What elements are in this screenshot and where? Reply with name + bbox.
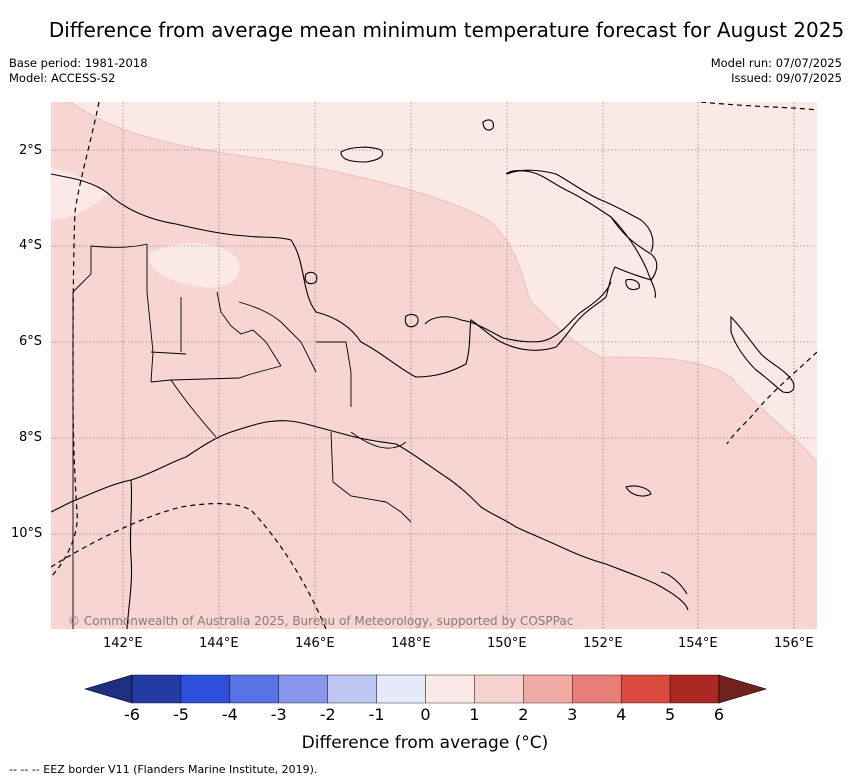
colorbar-tick-label: 5 [665,705,675,724]
colorbar-tick-label: 3 [567,705,577,724]
colorbar-tick-label: -1 [369,705,385,724]
colorbar-tick-label: -5 [173,705,189,724]
eez-border [51,102,817,629]
issued-date: Issued: 09/07/2025 [731,71,842,85]
anomaly-region-0-1-highlands [148,243,240,288]
lon-label: 152°E [583,636,623,651]
lat-label: 2°S [19,143,43,158]
colorbar-ticks: -6 -5 -4 -3 -2 -1 0 1 2 3 4 5 6 [124,705,724,724]
contour-line [70,102,817,463]
colorbar-tick-label: -3 [271,705,287,724]
colorbar-tick-label: 6 [714,705,724,724]
colorbar-swatch [474,674,524,704]
graticule [51,102,817,629]
colorbar-swatch [669,674,720,704]
colorbar: -6 -5 -4 -3 -2 -1 0 1 2 3 4 5 6 [83,674,768,724]
colorbar-swatch [278,674,328,704]
colorbar-title: Difference from average (°C) [301,733,549,753]
colorbar-tick-label: -2 [320,705,336,724]
lon-label: 146°E [295,636,335,651]
colorbar-swatches [131,674,720,704]
base-period: Base period: 1981-2018 [9,56,148,70]
anomaly-region-0-1-north [51,102,817,462]
colorbar-swatch [425,674,475,704]
copyright-notice: © Commonwealth of Australia 2025, Bureau… [68,614,574,628]
colorbar-tick-label: 4 [616,705,626,724]
colorbar-swatch [523,674,573,704]
lon-label: 156°E [774,636,814,651]
model-run: Model run: 07/07/2025 [710,56,842,70]
colorbar-tick-label: -4 [222,705,238,724]
meta-right: Model run: 07/07/2025 Issued: 09/07/2025 [711,56,842,86]
colorbar-swatch [131,674,182,704]
lat-label: 10°S [11,526,43,541]
colorbar-swatch [180,674,231,704]
colorbar-tick-label: 0 [420,705,430,724]
map-canvas [51,102,817,629]
meta-left: Base period: 1981-2018 Model: ACCESS-S2 [9,56,148,86]
model-name: Model: ACCESS-S2 [9,71,116,85]
colorbar-low-extend [83,674,133,704]
lat-label: 8°S [19,430,43,445]
admin-borders [72,243,412,629]
lon-label: 144°E [199,636,239,651]
eez-footnote: -- -- -- EEZ border V11 (Flanders Marine… [9,763,318,776]
colorbar-swatch [229,674,279,704]
colorbar-tick-label: 2 [518,705,528,724]
lat-label: 4°S [19,238,43,253]
colorbar-swatch [376,674,426,704]
anomaly-region-0-1-west [51,168,107,220]
colorbar-tick-label: 1 [469,705,479,724]
map-title: Difference from average mean minimum tem… [48,18,845,42]
coastline [51,119,795,629]
lon-label: 154°E [678,636,718,651]
lat-label: 6°S [19,334,43,349]
colorbar-swatch [620,674,671,704]
colorbar-high-extend [718,674,768,704]
colorbar-tick-label: -6 [124,705,140,724]
lon-label: 150°E [487,636,527,651]
lon-label: 148°E [391,636,431,651]
lon-label: 142°E [103,636,143,651]
forecast-map [51,102,817,629]
colorbar-swatch [572,674,622,704]
colorbar-swatch [327,674,377,704]
